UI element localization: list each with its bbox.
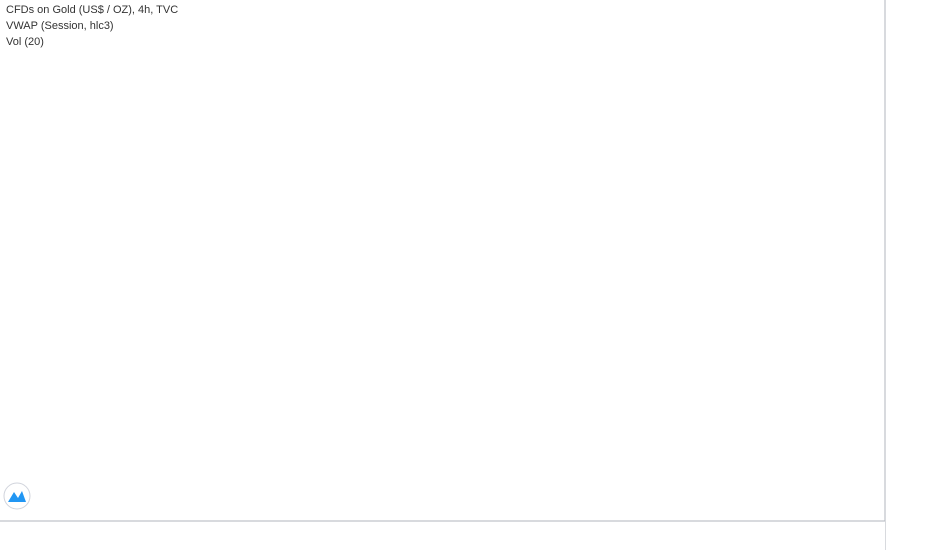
indicator-label: VWAP (Session, hlc3) bbox=[6, 20, 114, 32]
indicator-label: Vol (20) bbox=[6, 36, 44, 48]
time-axis bbox=[0, 521, 885, 550]
logo[interactable] bbox=[3, 482, 31, 510]
chart-title: CFDs on Gold (US$ / OZ), 4h, TVC bbox=[6, 4, 178, 16]
price-axis bbox=[885, 0, 932, 550]
